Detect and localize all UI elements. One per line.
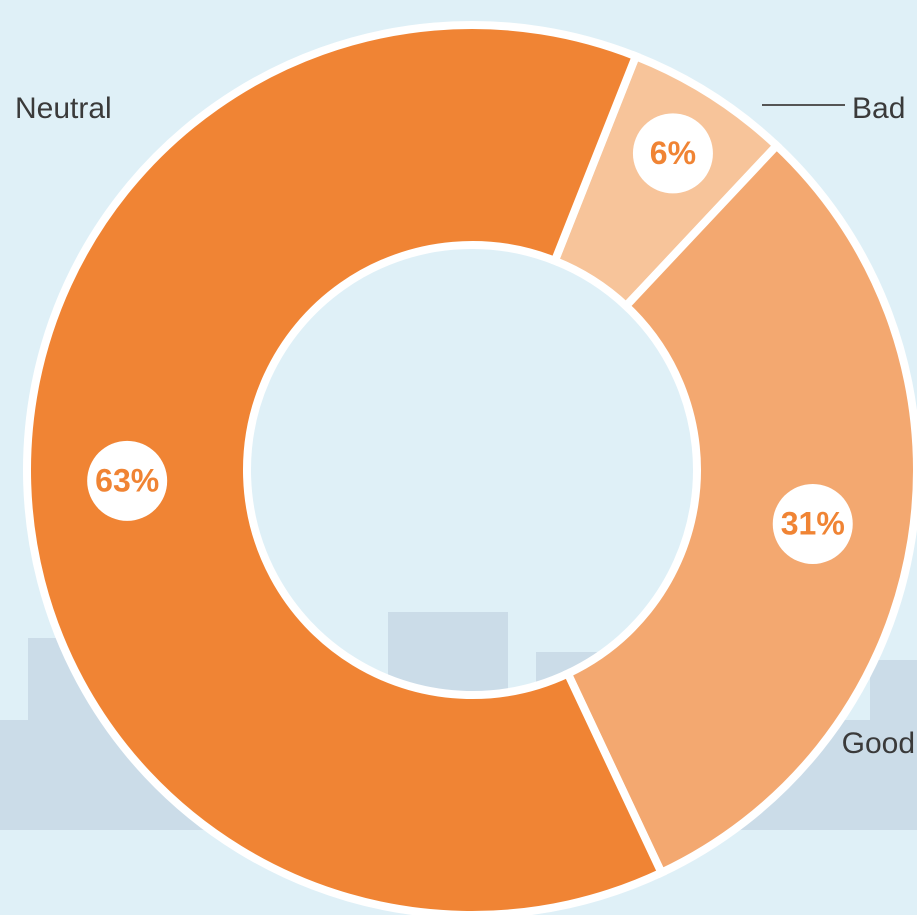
category-label: Bad [852,92,905,125]
label-bubble [632,113,713,194]
slice [562,139,917,878]
category-label: Neutral [15,92,112,125]
value-label: 6% [650,135,696,171]
category-label: Good [842,727,915,760]
label-bubble [87,440,168,521]
value-label: 31% [781,505,845,541]
label-bubble [772,483,853,564]
donut: 6% 31% 63% [23,21,917,915]
value-label: 63% [95,462,159,498]
slice [23,21,667,915]
